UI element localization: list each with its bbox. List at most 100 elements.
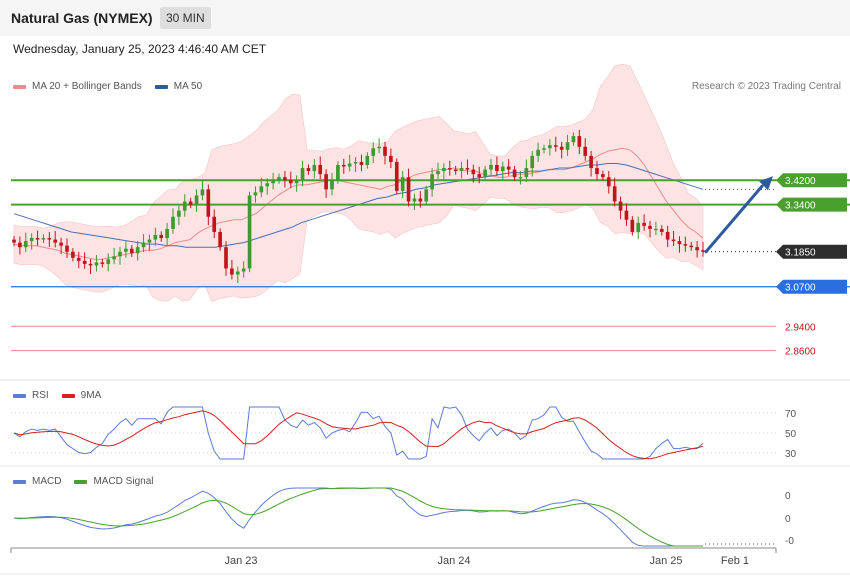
bollinger-band-area: [13, 63, 704, 303]
candlesticks: [12, 130, 705, 284]
candle-body: [271, 180, 275, 184]
candle-body: [394, 161, 399, 191]
candle-body: [648, 225, 652, 229]
candle-body: [318, 165, 323, 175]
candle-body: [206, 189, 211, 217]
ma20-line: [13, 147, 704, 260]
candle-body: [100, 262, 105, 264]
candle-body: [341, 165, 346, 167]
level-label-3.1850: 3.1850: [785, 248, 816, 259]
candle-body: [283, 177, 287, 181]
candle-body: [559, 146, 564, 150]
candle-body: [118, 251, 122, 257]
candle-body: [389, 155, 393, 162]
legend-swatch-ma50: [154, 84, 168, 89]
candle-body: [336, 165, 340, 181]
timeframe-badge[interactable]: 30 MIN: [160, 7, 211, 29]
candle-body: [306, 168, 311, 172]
legend-swatch-rsi-9ma: [61, 393, 75, 398]
candle-body: [477, 174, 482, 178]
candle-body: [106, 259, 111, 264]
candle-body: [71, 251, 75, 258]
candle-body: [288, 180, 293, 184]
candle-body: [506, 166, 511, 170]
candle-body: [665, 231, 670, 240]
candle-body: [383, 146, 387, 156]
candle-body: [265, 183, 270, 187]
candle-body: [47, 238, 52, 240]
candle-body: [224, 247, 228, 269]
candle-body: [159, 235, 164, 239]
candle-body: [53, 239, 58, 243]
candle-body: [436, 171, 440, 175]
candle-body: [683, 244, 688, 246]
candle-body: [177, 210, 181, 217]
x-axis: Jan 23 Jan 24 Jan 25 Feb 1: [10, 547, 777, 567]
legend-swatch-ma20: [13, 84, 26, 89]
macd-line: [13, 487, 703, 547]
candle-body: [571, 136, 576, 143]
legend-main: MA 20 + Bollinger Bands MA 50: [13, 81, 215, 92]
candle-body: [188, 201, 193, 205]
candle-body: [230, 268, 234, 275]
candle-body: [659, 228, 664, 232]
candle-body: [94, 262, 99, 266]
macd-tick-label-0: 0: [785, 491, 791, 502]
candle-body: [601, 174, 605, 178]
legend-label-ma20: MA 20 + Bollinger Bands: [32, 81, 142, 92]
candle-body: [247, 195, 252, 269]
candle-body: [612, 186, 617, 202]
candle-body: [430, 174, 434, 190]
instrument-title: Natural Gas (NYMEX): [11, 10, 153, 26]
legend-macd: MACD MACD Signal: [13, 476, 166, 487]
macd-panel: 0 0 -0: [13, 487, 794, 547]
macd-tick-label-1: 0: [785, 514, 791, 525]
candle-body: [141, 242, 146, 248]
legend-swatch-rsi: [13, 393, 26, 398]
candle-body: [400, 177, 405, 191]
candle-body: [495, 165, 499, 172]
level-label-3.4200: 3.4200: [785, 176, 816, 187]
candle-body: [12, 239, 16, 243]
macd-tick-label-2: -0: [785, 536, 794, 547]
candle-body: [512, 169, 517, 178]
candle-body: [277, 177, 281, 181]
candle-body: [300, 168, 305, 181]
candle-body: [636, 222, 641, 232]
x-tick-label-jan-24: Jan 24: [437, 555, 470, 567]
candle-body: [418, 198, 423, 202]
legend-label-macd-signal: MACD Signal: [93, 476, 154, 487]
level-label-3.0700: 3.0700: [785, 283, 816, 294]
candle-body: [153, 235, 158, 240]
candle-body: [353, 161, 358, 164]
candle-body: [447, 168, 452, 170]
forecast-arrow: [704, 176, 773, 254]
candle-body: [112, 256, 116, 260]
candle-body: [18, 242, 22, 248]
x-tick-label-jan-23: Jan 23: [224, 555, 257, 567]
candle-body: [365, 155, 370, 165]
candle-body: [294, 180, 299, 184]
level-tag-3.0700: [776, 279, 847, 294]
candle-body: [129, 248, 134, 254]
rsi-panel: 70 50 30: [11, 406, 797, 460]
candle-body: [171, 216, 175, 229]
level-label-2.8600: 2.8600: [785, 347, 816, 358]
candle-body: [453, 169, 458, 172]
rsi-tick-label-50: 50: [785, 429, 797, 440]
x-tick-label-jan-25: Jan 25: [649, 555, 682, 567]
candle-body: [677, 241, 682, 245]
candle-body: [359, 161, 364, 165]
candle-body: [542, 148, 546, 150]
legend-swatch-macd-signal: [74, 479, 88, 484]
rsi-9ma-line: [13, 410, 704, 460]
legend-rsi: RSI 9MA: [13, 390, 114, 401]
candle-body: [606, 177, 611, 187]
candle-body: [312, 165, 317, 172]
chart-timestamp: Wednesday, January 25, 2023 4:46:40 AM C…: [13, 42, 267, 56]
forecast-arrow-head: [759, 176, 773, 191]
candle-body: [135, 247, 140, 254]
candle-body: [689, 245, 694, 248]
candle-body: [324, 174, 328, 190]
legend-swatch-macd: [13, 479, 26, 484]
